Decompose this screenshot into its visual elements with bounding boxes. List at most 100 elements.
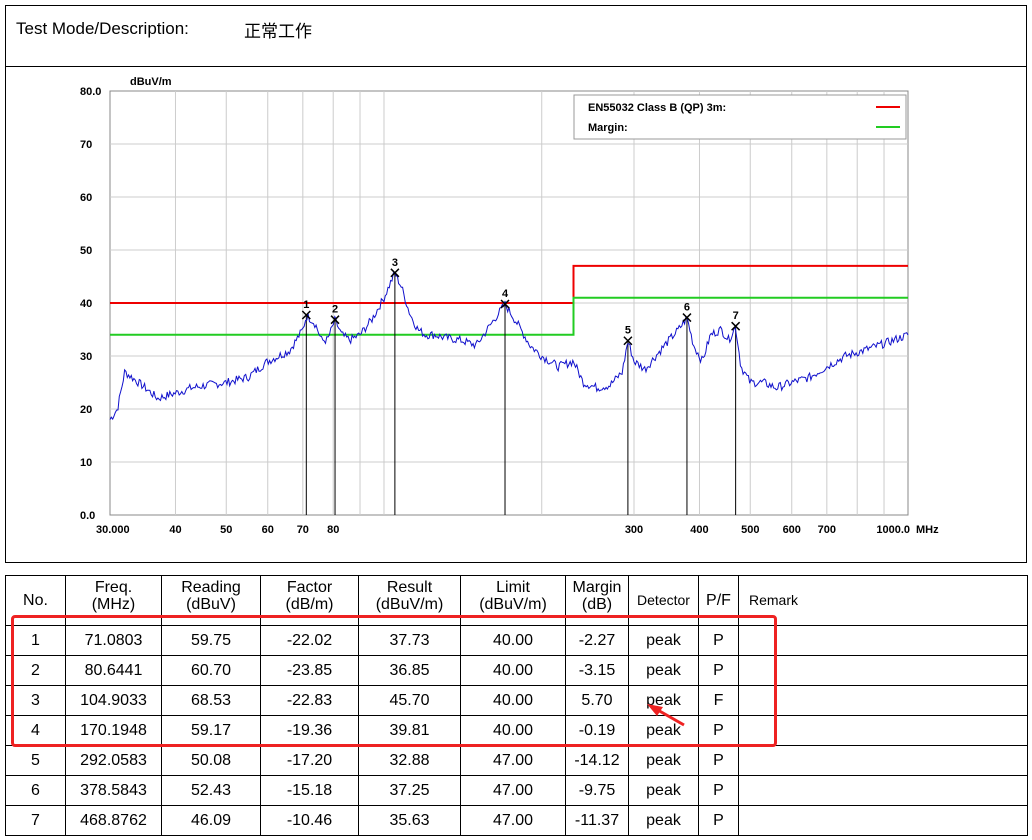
table-cell: 5.70: [565, 685, 629, 716]
table-body: 1 71.0803 59.75 -22.02 37.73 40.00 -2.27 peak P 2…: [5, 625, 1028, 836]
test-mode-header: Test Mode/Description: 正常工作: [6, 6, 1026, 67]
table-header-row: No. Freq. (MHz) Reading (dBuV) Factor (dB/m) Re…: [5, 575, 1028, 626]
table-cell: [738, 715, 1028, 746]
column-header-title: Result: [386, 579, 433, 596]
table-cell: 46.09: [161, 805, 261, 836]
table-cell: 47.00: [460, 805, 566, 836]
column-header-unit: (dBuV): [186, 596, 236, 613]
column-header-title: Margin: [572, 579, 622, 596]
column-header: Freq. (MHz): [65, 575, 162, 626]
table-cell: 3: [5, 685, 66, 716]
table-cell: -2.27: [565, 625, 629, 656]
table-cell: 378.5843: [65, 775, 162, 806]
table-cell: 104.9033: [65, 685, 162, 716]
table-cell: [738, 655, 1028, 686]
table-cell: 40.00: [460, 685, 566, 716]
table-cell: -22.83: [260, 685, 359, 716]
results-table: No. Freq. (MHz) Reading (dBuV) Factor (dB/m) Re…: [5, 575, 1028, 836]
table-cell: -17.20: [260, 745, 359, 776]
table-cell: 50.08: [161, 745, 261, 776]
column-header-title: Factor: [286, 579, 333, 596]
marker-label: 7: [733, 310, 739, 322]
column-header-unit: (dBuV/m): [375, 596, 444, 613]
marker-x: [731, 321, 741, 331]
table-cell: 60.70: [161, 655, 261, 686]
marker-label: 1: [303, 299, 309, 311]
y-tick-label: 70: [80, 139, 92, 151]
marker-x: [301, 310, 311, 320]
table-cell: peak: [628, 745, 699, 776]
table-cell: [738, 685, 1028, 716]
table-cell: 6: [5, 775, 66, 806]
limit-line: [110, 264, 908, 304]
table-row: 5 292.0583 50.08 -17.20 32.88 47.00 -14.12 peak…: [5, 745, 1028, 776]
table-cell: peak: [628, 715, 699, 746]
table-cell: peak: [628, 685, 699, 716]
marker-x: [330, 315, 340, 325]
x-tick-label: 500: [741, 524, 759, 536]
table-cell: P: [698, 715, 739, 746]
marker-x: [500, 299, 510, 309]
table-cell: P: [698, 625, 739, 656]
column-header: Result (dBuV/m): [358, 575, 461, 626]
table-cell: 5: [5, 745, 66, 776]
table-cell: [738, 625, 1028, 656]
x-tick-label: 80: [327, 524, 339, 536]
table-cell: -22.02: [260, 625, 359, 656]
y-tick-label: 10: [80, 457, 92, 469]
table-cell: P: [698, 655, 739, 686]
table-cell: P: [698, 775, 739, 806]
marker-label: 2: [332, 304, 338, 316]
table-cell: peak: [628, 805, 699, 836]
marker-label: 5: [625, 325, 631, 337]
table-row: 1 71.0803 59.75 -22.02 37.73 40.00 -2.27 peak P: [5, 625, 1028, 656]
table-cell: 47.00: [460, 745, 566, 776]
table-cell: -23.85: [260, 655, 359, 686]
table-cell: 47.00: [460, 775, 566, 806]
y-tick-label: 0.0: [80, 510, 95, 522]
table-cell: 40.00: [460, 715, 566, 746]
table-cell: 52.43: [161, 775, 261, 806]
table-cell: -0.19: [565, 715, 629, 746]
x-tick-label: 30.000: [96, 524, 130, 536]
table-cell: 170.1948: [65, 715, 162, 746]
table-cell: 468.8762: [65, 805, 162, 836]
test-mode-label: Test Mode/Description:: [16, 19, 189, 38]
table-row: 3 104.9033 68.53 -22.83 45.70 40.00 5.70 peak F: [5, 685, 1028, 716]
legend-label: Margin:: [588, 122, 628, 134]
column-header-title: Freq.: [94, 579, 133, 596]
column-header: Margin (dB): [565, 575, 629, 626]
column-header-title: Reading: [181, 579, 241, 596]
emission-chart: 80.0 70 60 50 40 30 20 10 0.0 dBuV/m 30.000 40 50 60 7…: [78, 73, 952, 548]
margin-line: [110, 296, 908, 336]
table-cell: -3.15: [565, 655, 629, 686]
table-cell: 80.6441: [65, 655, 162, 686]
table-cell: 36.85: [358, 655, 461, 686]
x-tick-label: 50: [220, 524, 232, 536]
column-header-title: Limit: [496, 579, 530, 596]
table-cell: -14.12: [565, 745, 629, 776]
marker-x: [390, 268, 400, 278]
y-axis-unit: dBuV/m: [130, 76, 172, 88]
table-cell: 292.0583: [65, 745, 162, 776]
table-cell: -19.36: [260, 715, 359, 746]
column-header-unit: (MHz): [91, 596, 136, 613]
table-cell: 37.25: [358, 775, 461, 806]
table-cell: 59.17: [161, 715, 261, 746]
table-cell: P: [698, 745, 739, 776]
table-cell: 40.00: [460, 655, 566, 686]
emission-chart-svg: 80.0 70 60 50 40 30 20 10 0.0 dBuV/m 30.000 40 50 60 7…: [80, 76, 939, 536]
table-cell: -9.75: [565, 775, 629, 806]
table-cell: 37.73: [358, 625, 461, 656]
table-cell: 1: [5, 625, 66, 656]
x-tick-label: 400: [690, 524, 708, 536]
y-tick-label: 60: [80, 192, 92, 204]
table-cell: 35.63: [358, 805, 461, 836]
table-cell: 68.53: [161, 685, 261, 716]
chart-section: Test Mode/Description: 正常工作: [5, 5, 1027, 563]
column-header-unit: (dB/m): [285, 596, 334, 613]
marker-label: 3: [392, 257, 398, 269]
table-cell: 39.81: [358, 715, 461, 746]
table-cell: peak: [628, 625, 699, 656]
table-row: 7 468.8762 46.09 -10.46 35.63 47.00 -11.37 peak…: [5, 805, 1028, 836]
